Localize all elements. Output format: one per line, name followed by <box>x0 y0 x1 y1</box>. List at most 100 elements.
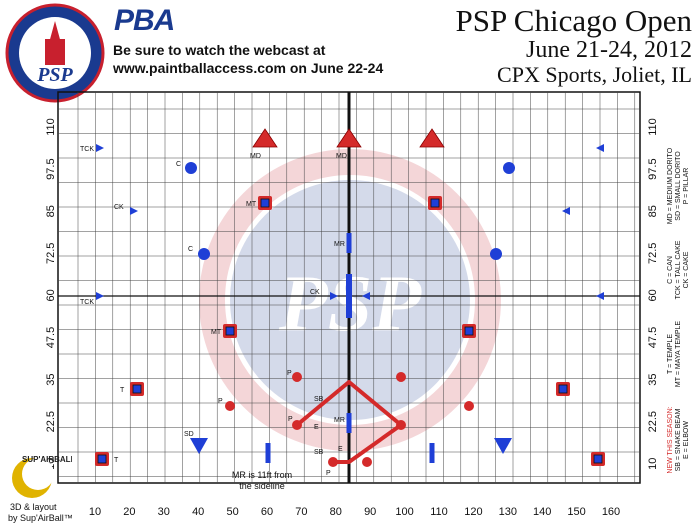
maya-temple-inner <box>225 326 235 336</box>
tall-cake <box>596 292 604 300</box>
label-tck: TCK <box>80 299 94 306</box>
legend-new-label: NEW THIS SEASON: <box>667 406 674 473</box>
small-dorito <box>190 438 208 454</box>
label-mt: MT <box>246 201 257 208</box>
label-t: T <box>120 387 125 394</box>
maya-temple-inner <box>260 198 270 208</box>
label-ck: CK <box>310 289 320 296</box>
y-tick-label-left: 85 <box>45 205 57 217</box>
label-sd: SD <box>184 431 194 438</box>
sup-airball-text: SUP'AIRBALL <box>22 455 72 464</box>
psp-logo: PSP <box>5 3 105 103</box>
pba-logo-text: PBA <box>114 4 175 37</box>
y-tick-label-left: 47.5 <box>45 327 57 348</box>
y-tick-label-right: 60 <box>647 289 659 301</box>
medium-dorito <box>419 128 445 148</box>
medium-dorito <box>336 128 362 148</box>
label-ck: CK <box>114 204 124 211</box>
y-tick-label-right: 35 <box>647 373 659 385</box>
label-t: T <box>114 457 119 464</box>
legend-text: T = TEMPLE <box>667 334 674 374</box>
tall-cake <box>596 144 604 152</box>
legend-text: MD = MEDIUM DORITO <box>667 147 674 224</box>
maya-temple-inner <box>464 326 474 336</box>
label-md: MD <box>336 153 347 160</box>
event-venue: CPX Sports, Joliet, IL <box>497 62 692 87</box>
label-mt: MT <box>211 329 222 336</box>
credit-line-1: 3D & layout <box>10 502 57 512</box>
can <box>185 162 197 174</box>
label-e: E <box>314 424 319 431</box>
x-tick-label: 130 <box>499 506 517 518</box>
label-c: C <box>176 161 181 168</box>
x-tick-label: 160 <box>602 506 620 518</box>
temple-inner <box>132 384 142 394</box>
label-mr: MR <box>334 417 345 424</box>
maya-temple-inner <box>430 198 440 208</box>
y-tick-label-left: 22.5 <box>45 411 57 432</box>
x-tick-label: 100 <box>395 506 413 518</box>
y-tick-label-right: 22.5 <box>647 411 659 432</box>
cake <box>362 292 370 300</box>
sideline-note: the sideline <box>239 481 285 491</box>
page-title: PSP Chicago Open <box>455 3 692 38</box>
medium-dorito <box>252 128 278 148</box>
maya-ramp <box>265 443 271 463</box>
x-tick-label: 30 <box>158 506 170 518</box>
pillar <box>292 372 302 382</box>
tall-cake <box>96 144 104 152</box>
y-tick-label-left: 110 <box>45 118 57 136</box>
small-dorito <box>494 438 512 454</box>
webcast-line-2: www.paintballaccess.com on June 22-24 <box>113 60 384 76</box>
x-tick-label: 90 <box>364 506 376 518</box>
maya-ramp <box>346 413 352 433</box>
pillar <box>396 372 406 382</box>
sideline-note: MR is 11ft from <box>232 470 292 480</box>
maya-ramp <box>346 233 352 253</box>
label-tck: TCK <box>80 146 94 153</box>
legend-text: SB = SNAKE BEAM <box>675 408 682 471</box>
event-dates: June 21-24, 2012 <box>526 37 692 63</box>
can <box>490 248 502 260</box>
label-p: P <box>287 370 292 377</box>
y-tick-label-right: 85 <box>647 205 659 217</box>
credit-line-2: by Sup'AirBall™ <box>8 513 73 523</box>
y-tick-label-left: 72.5 <box>45 243 57 264</box>
legend-text: MT = MAYA TEMPLE <box>675 321 682 388</box>
maya-ramp <box>429 443 435 463</box>
y-tick-label-right: 10 <box>647 458 659 470</box>
pba-logo: PBA <box>114 4 175 38</box>
legend-text: E = ELBOW <box>683 421 690 459</box>
legend-text: C = CAN <box>667 256 674 284</box>
legend-text: CK = CAKE <box>683 251 690 288</box>
label-e: E <box>338 446 343 453</box>
y-tick-label-left: 97.5 <box>45 158 57 179</box>
legend-text: P = PILLAR <box>683 168 690 205</box>
tall-cake <box>96 292 104 300</box>
cake <box>562 207 570 215</box>
label-p: P <box>326 470 331 477</box>
x-tick-label: 20 <box>123 506 135 518</box>
label-sb: SB <box>314 449 324 456</box>
snake-beam <box>295 380 403 464</box>
x-tick-label: 80 <box>330 506 342 518</box>
maya-ramp-center <box>346 274 352 318</box>
psp-logo-text: PSP <box>36 64 73 86</box>
y-tick-label-right: 72.5 <box>647 243 659 264</box>
y-tick-label-right: 47.5 <box>647 327 659 348</box>
label-mr: MR <box>334 241 345 248</box>
label-md: MD <box>250 153 261 160</box>
label-p: P <box>288 416 293 423</box>
label-c: C <box>188 246 193 253</box>
x-tick-label: 10 <box>89 506 101 518</box>
temple-inner <box>593 454 603 464</box>
x-tick-label: 40 <box>192 506 204 518</box>
webcast-line-1: Be sure to watch the webcast at <box>113 42 326 58</box>
x-tick-label: 140 <box>533 506 551 518</box>
y-tick-label-right: 110 <box>647 118 659 136</box>
y-tick-label-left: 35 <box>45 373 57 385</box>
sup-airball-logo: SUP'AIRBALL <box>2 450 76 500</box>
cake <box>330 292 338 300</box>
can <box>503 162 515 174</box>
